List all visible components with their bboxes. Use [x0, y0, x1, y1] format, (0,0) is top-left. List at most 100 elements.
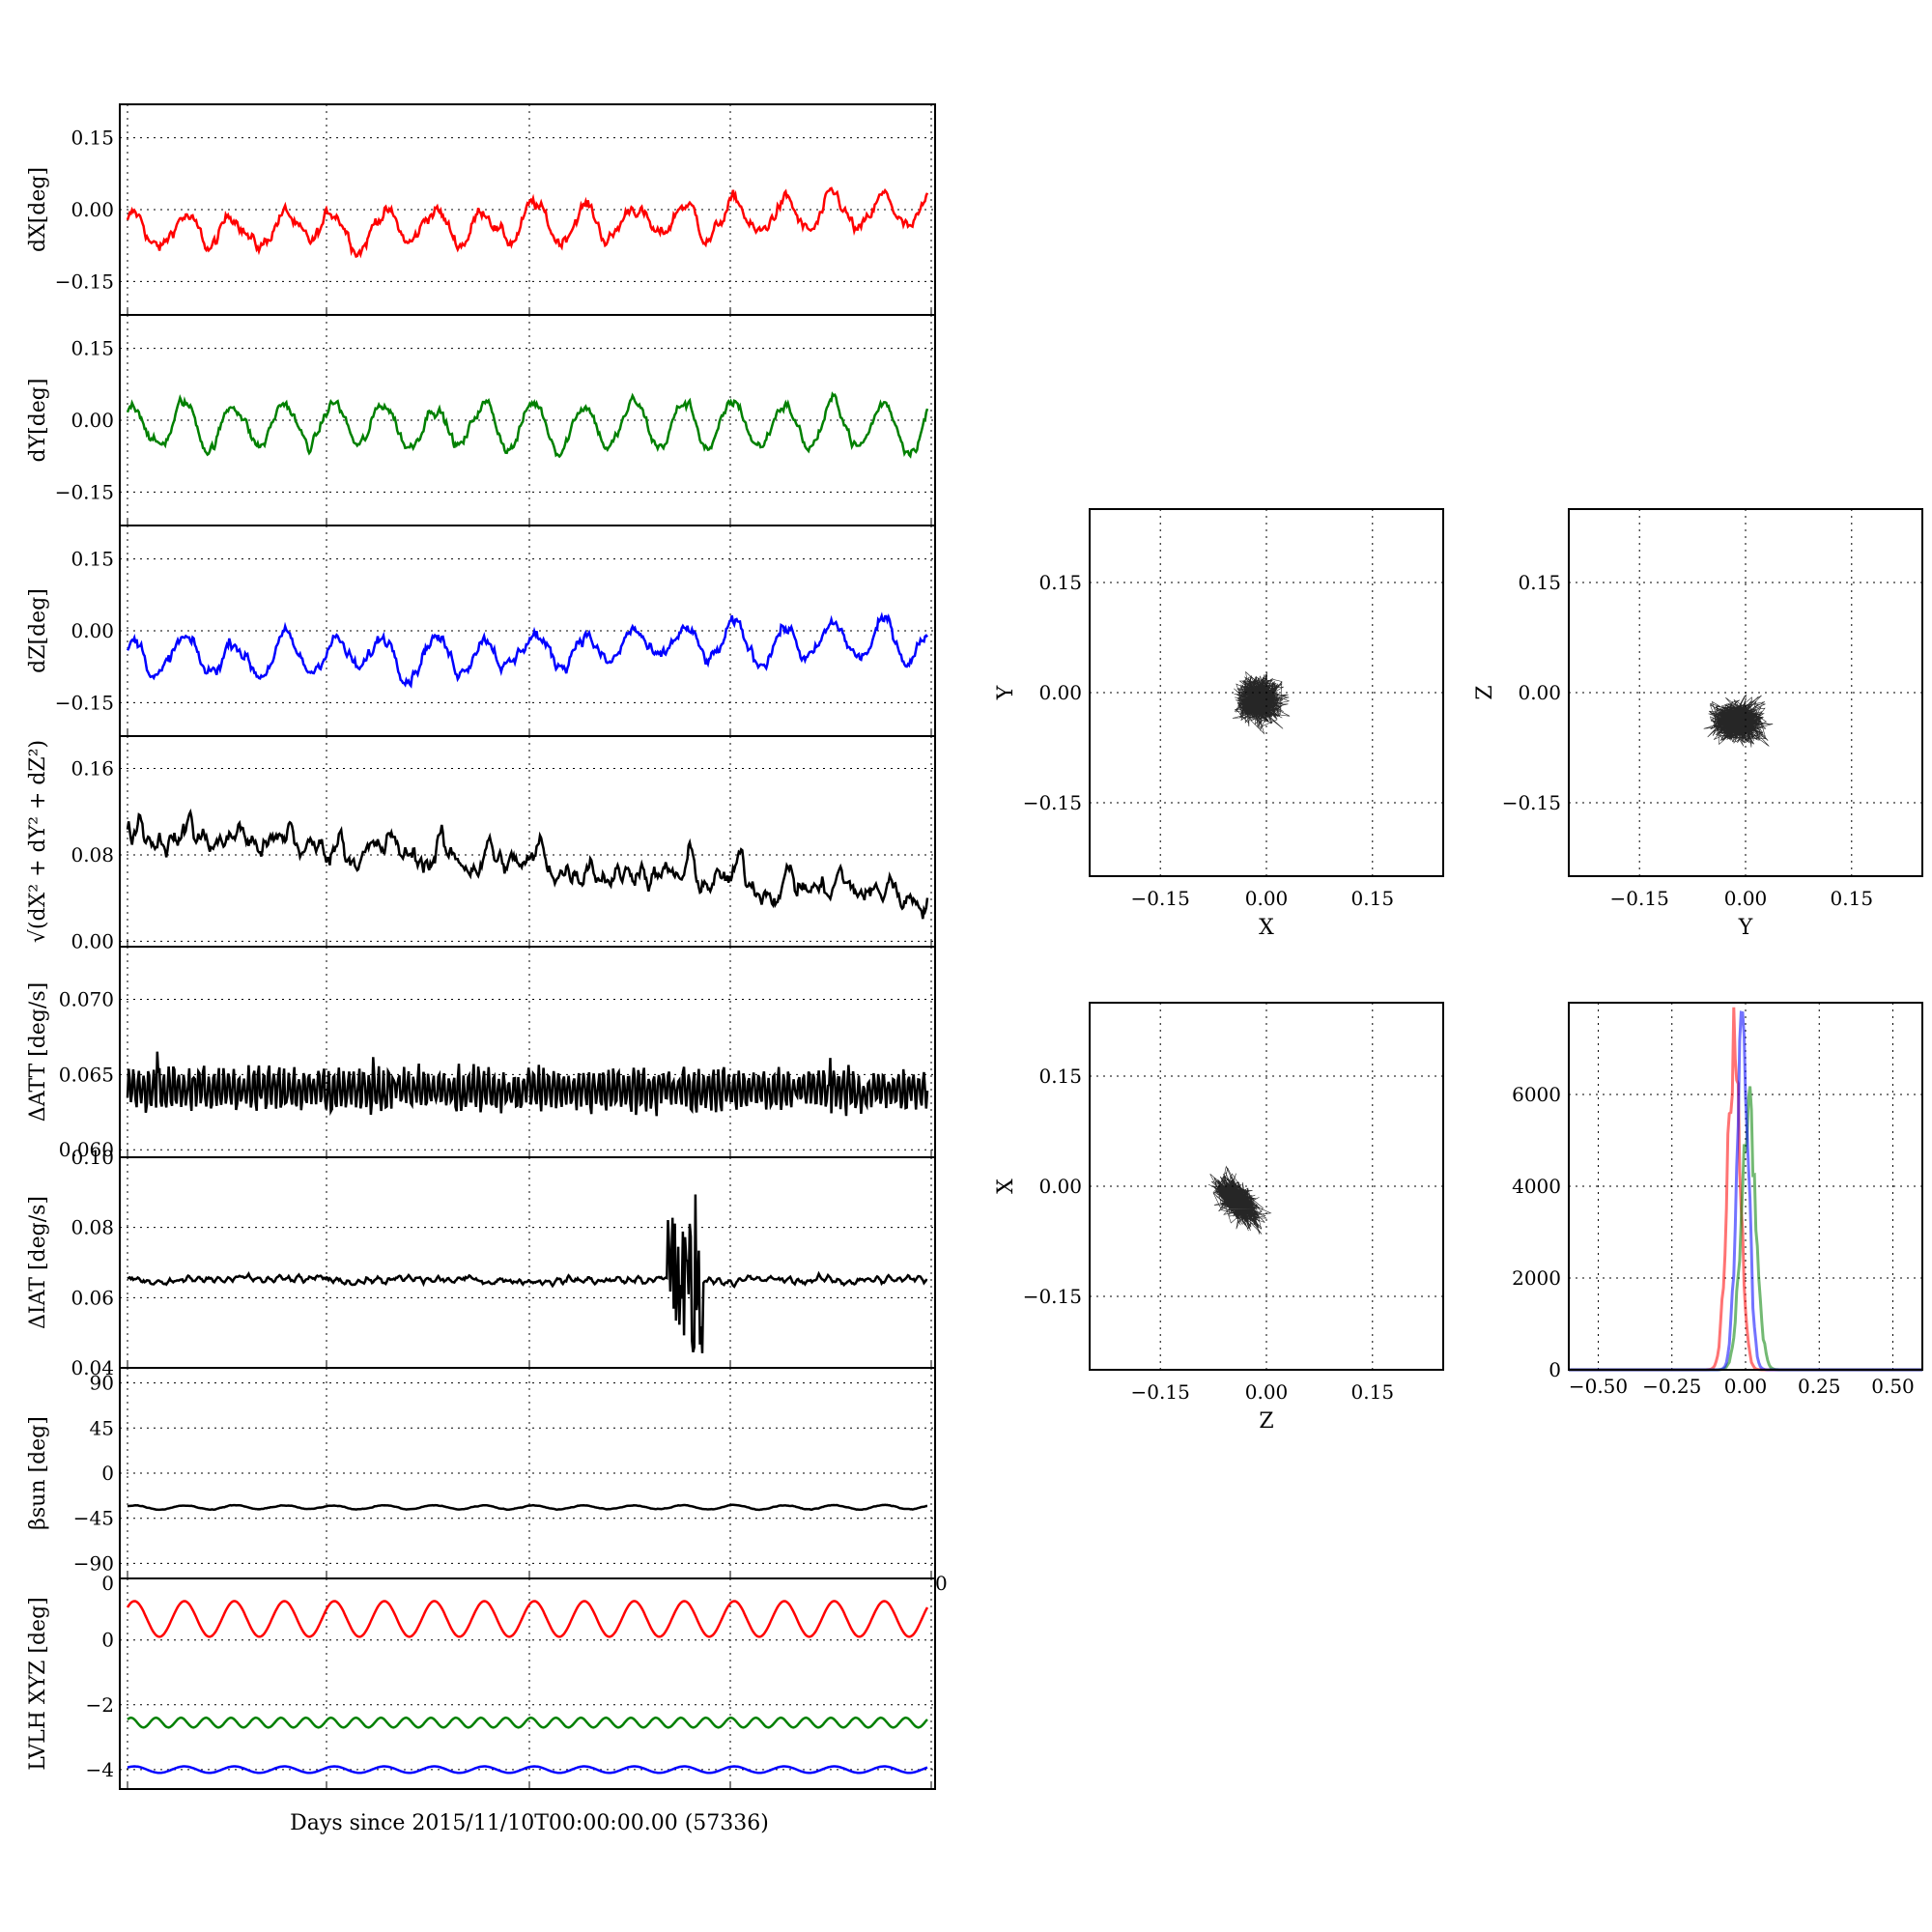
y-tick-label: 0.00 — [1518, 681, 1561, 704]
scatter-trace — [1208, 1165, 1272, 1235]
y-tick-label: 0.06 — [71, 1286, 114, 1309]
axes-frame — [1089, 1002, 1444, 1371]
y-axis-label: LVLH XYZ [deg] — [26, 1597, 50, 1771]
x-axis-label: Z — [1259, 1409, 1273, 1434]
axes-frame — [119, 735, 936, 948]
y-tick-label: 0.15 — [71, 337, 114, 360]
x-axis-label: X — [1259, 916, 1274, 940]
y-tick-label: −0.15 — [55, 691, 114, 714]
y-tick-label: 0.00 — [71, 929, 114, 952]
y-tick-label: 0.15 — [1518, 571, 1561, 594]
scatter-trace — [1232, 670, 1291, 735]
y-tick-label: −2 — [86, 1693, 114, 1717]
y-tick-label: −0.15 — [55, 270, 114, 293]
y-axis-label: √(dX² + dY² + dZ²) — [26, 740, 50, 943]
y-tick-label: 0.065 — [59, 1063, 114, 1086]
x-axis-label: Days since 2015/11/10T00:00:00.00 (57336… — [290, 1811, 769, 1835]
y-axis-label: dY[deg] — [26, 379, 50, 463]
series-line — [126, 391, 929, 459]
tick-label: 0 — [101, 1572, 114, 1595]
y-axis-label: βsun [deg] — [26, 1416, 50, 1530]
y-tick-label: 0.08 — [71, 1216, 114, 1239]
y-tick-label: −0.15 — [55, 480, 114, 503]
y-tick-label: 0.15 — [71, 548, 114, 571]
x-tick-label: 0.15 — [1351, 1380, 1395, 1404]
x-tick-label: 0.50 — [1871, 1375, 1915, 1398]
y-tick-label: 0 — [101, 1629, 114, 1652]
y-axis-label: ΔIAT [deg/s] — [26, 1196, 50, 1329]
y-axis-label: dZ[deg] — [26, 588, 50, 673]
axes-frame — [1568, 508, 1923, 877]
y-tick-label: 4000 — [1512, 1175, 1561, 1198]
y-tick-label: 0.00 — [71, 619, 114, 642]
tick-label: 0 — [935, 1572, 948, 1595]
series-line — [127, 1194, 928, 1353]
axes-frame — [119, 1156, 936, 1369]
y-tick-label: −4 — [86, 1758, 114, 1781]
x-tick-label: −0.50 — [1569, 1375, 1628, 1398]
x-tick-label: 0.00 — [1245, 887, 1289, 910]
series-line — [127, 1503, 927, 1512]
panel-lvlh: 0 −2 −4 LVLH XYZ [deg] 0 0 — [26, 1572, 948, 1790]
scatter-trace — [1703, 694, 1774, 748]
series-line — [126, 808, 929, 920]
x-axis-label: Y — [1738, 916, 1753, 940]
y-tick-label: 0.15 — [71, 127, 114, 150]
series-line — [126, 1600, 929, 1638]
x-tick-label: −0.15 — [1131, 887, 1190, 910]
x-tick-label: −0.15 — [1610, 887, 1669, 910]
y-tick-label: 0 — [1548, 1358, 1561, 1381]
y-tick-label: 0.15 — [1038, 571, 1082, 594]
x-tick-label: 0.25 — [1798, 1375, 1841, 1398]
y-tick-label: 90 — [90, 1372, 114, 1395]
y-tick-label: 0.00 — [1038, 1175, 1082, 1198]
y-axis-label: Z — [1473, 685, 1497, 699]
y-tick-label: 0.15 — [1038, 1065, 1082, 1088]
panel-datt: 0.070 0.065 0.060 ΔATT [deg/s] — [26, 946, 936, 1161]
y-tick-label: 0.08 — [71, 843, 114, 867]
y-tick-label: 0.04 — [71, 1356, 114, 1379]
y-tick-label: 6000 — [1512, 1083, 1561, 1106]
series-line — [127, 1765, 928, 1775]
x-tick-label: 0.00 — [1724, 887, 1768, 910]
y-tick-label: 0.10 — [71, 1146, 114, 1169]
y-tick-label: 45 — [90, 1416, 114, 1439]
y-tick-label: −90 — [73, 1551, 114, 1575]
series-line — [126, 1051, 929, 1117]
series-line — [126, 611, 928, 689]
x-tick-label: 0.00 — [1724, 1375, 1768, 1398]
y-tick-label: 2000 — [1512, 1266, 1561, 1290]
x-tick-label: 0.15 — [1831, 887, 1874, 910]
panel-xy: −0.15 0.15 0.00 0.00 0.15 −0.15 X Y — [994, 508, 1444, 940]
series-line — [127, 1716, 928, 1729]
y-axis-label: dX[deg] — [26, 167, 50, 252]
x-tick-label: 0.00 — [1245, 1380, 1289, 1404]
y-tick-label: 0.00 — [71, 198, 114, 221]
y-tick-label: 0.070 — [59, 988, 114, 1011]
axes-frame — [1568, 1002, 1923, 1371]
axes-frame — [119, 1577, 936, 1790]
y-tick-label: −0.15 — [1023, 791, 1082, 814]
panel-zx: −0.15 0.15 0.00 0.00 0.15 −0.15 Z X — [994, 1002, 1444, 1434]
x-tick-label: −0.15 — [1131, 1380, 1190, 1404]
y-tick-label: 0 — [101, 1462, 114, 1485]
y-tick-label: −0.15 — [1502, 791, 1561, 814]
axes-frame — [119, 946, 936, 1158]
y-tick-label: 0.16 — [71, 757, 114, 781]
y-axis-label: X — [994, 1179, 1018, 1194]
x-tick-label: −0.25 — [1642, 1375, 1701, 1398]
panel-beta: 90 45 0 −45 −90 βsun [deg] — [26, 1367, 936, 1579]
y-tick-label: 0.00 — [71, 409, 114, 432]
y-axis-label: Y — [994, 685, 1018, 700]
y-axis-label: ΔATT [deg/s] — [26, 982, 50, 1122]
y-tick-label: 0.00 — [1038, 681, 1082, 704]
series-line — [126, 186, 929, 259]
panel-yz: −0.15 0.15 0.00 0.00 0.15 −0.15 Y Z — [1473, 508, 1923, 940]
x-tick-label: 0.15 — [1351, 887, 1395, 910]
y-tick-label: −45 — [73, 1507, 114, 1530]
axes-frame — [1089, 508, 1444, 877]
y-tick-label: 0.060 — [59, 1138, 114, 1161]
